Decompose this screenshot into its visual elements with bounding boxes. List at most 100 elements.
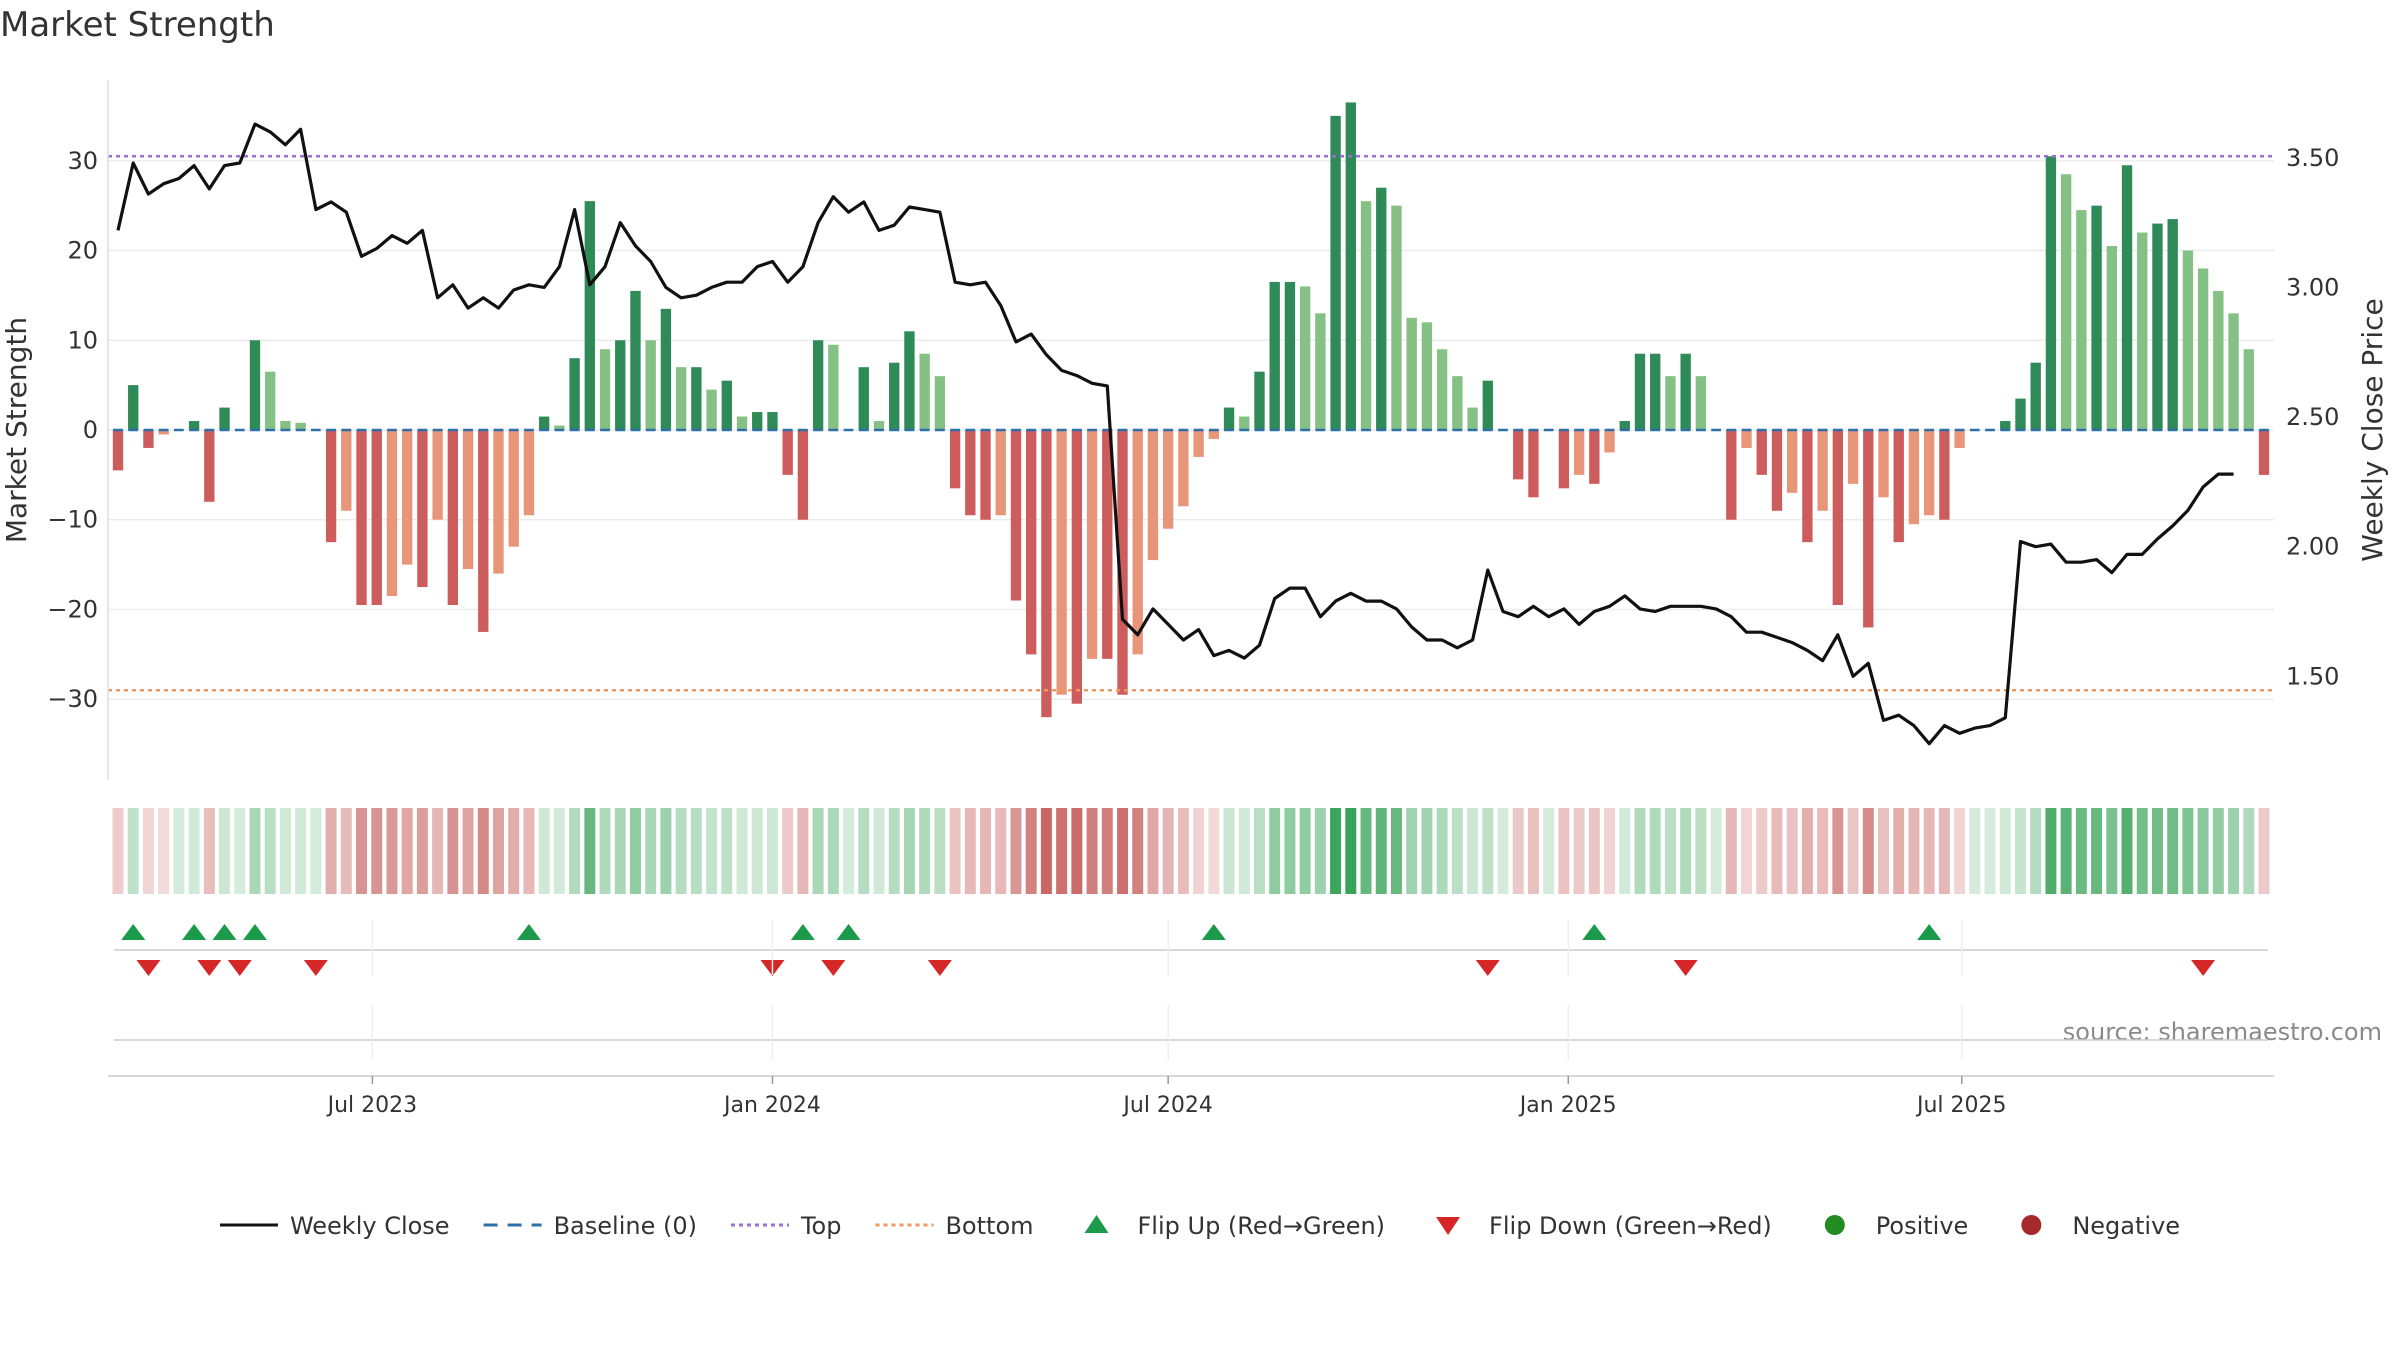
heat-cell bbox=[2212, 808, 2224, 894]
strength-bar bbox=[828, 344, 839, 430]
heat-cell bbox=[1634, 808, 1646, 894]
heat-cell bbox=[142, 808, 154, 894]
strength-bar bbox=[462, 430, 474, 570]
strength-bar bbox=[1847, 430, 1859, 484]
heat-cell bbox=[569, 808, 581, 894]
heat-cell bbox=[112, 808, 124, 894]
strength-bar bbox=[1223, 407, 1235, 430]
strength-bar bbox=[691, 367, 702, 430]
heat-cell bbox=[1497, 808, 1509, 894]
strength-bar bbox=[1360, 201, 1372, 430]
heat-cell bbox=[1741, 808, 1753, 894]
strength-bar bbox=[2197, 268, 2209, 430]
y-tick-label-left: −20 bbox=[47, 595, 98, 623]
strength-bar bbox=[1680, 353, 1691, 430]
heat-cell bbox=[249, 808, 261, 894]
strength-bar bbox=[599, 349, 611, 430]
legend-item: Positive bbox=[1824, 1212, 1969, 1240]
heat-cell bbox=[949, 808, 961, 894]
flip-up-marker bbox=[836, 924, 861, 940]
heat-cell bbox=[371, 808, 383, 894]
strength-bar bbox=[1345, 102, 1356, 430]
strength-bar bbox=[1650, 353, 1661, 430]
legend-label: Flip Up (Red→Green) bbox=[1138, 1212, 1386, 1240]
strength-bar bbox=[432, 430, 443, 520]
heat-cell bbox=[1984, 808, 1996, 894]
strength-bar bbox=[2258, 430, 2270, 475]
legend-item: Weekly Close bbox=[219, 1212, 450, 1240]
strength-bar bbox=[1147, 430, 1159, 561]
heat-cell bbox=[1056, 808, 1068, 894]
strength-bar bbox=[356, 430, 367, 605]
strength-bar bbox=[2228, 313, 2239, 430]
strength-bar bbox=[615, 340, 626, 430]
strength-bar bbox=[1086, 430, 1098, 659]
heat-cell bbox=[279, 808, 291, 894]
axes: 30 20 10 0 −10 −20 −30 3.50 3.00 2.50 2.00 1.50 bbox=[47, 80, 2339, 780]
strength-bar bbox=[1208, 430, 1220, 439]
reference-lines bbox=[108, 155, 2274, 692]
legend-label: Top bbox=[800, 1212, 842, 1240]
heat-cell bbox=[721, 808, 733, 894]
y-tick-label-left: 30 bbox=[67, 147, 98, 175]
heat-cell bbox=[477, 808, 489, 894]
strength-bar bbox=[1026, 430, 1037, 655]
heat-cell bbox=[1390, 808, 1402, 894]
strength-bar bbox=[1269, 281, 1280, 430]
heat-cell bbox=[188, 808, 200, 894]
heat-cell bbox=[1345, 808, 1357, 894]
heat-cell bbox=[2045, 808, 2057, 894]
strength-bar bbox=[1299, 286, 1311, 430]
heat-cell bbox=[493, 808, 504, 894]
strength-bar bbox=[1787, 430, 1798, 493]
strength-bar bbox=[980, 430, 991, 520]
heat-cell bbox=[1132, 808, 1144, 894]
heat-cell bbox=[1862, 808, 1874, 894]
heat-cell bbox=[1238, 808, 1250, 894]
legend-item: Top bbox=[730, 1212, 842, 1240]
heat-cell bbox=[219, 808, 231, 894]
strength-bar bbox=[1315, 313, 1326, 430]
heat-cell bbox=[1801, 808, 1813, 894]
heat-cell bbox=[1101, 808, 1113, 894]
strength-bar bbox=[1117, 430, 1128, 695]
strength-bar bbox=[280, 421, 291, 430]
strength-bar bbox=[706, 389, 717, 430]
heat-cell bbox=[1071, 808, 1083, 894]
strength-bar bbox=[128, 385, 139, 430]
heat-cell bbox=[1177, 808, 1189, 894]
legend-label: Positive bbox=[1876, 1212, 1969, 1240]
legend-item: Flip Up (Red→Green) bbox=[1084, 1212, 1386, 1240]
heat-cell bbox=[1360, 808, 1372, 894]
strength-bar bbox=[2045, 156, 2057, 431]
heat-cell bbox=[462, 808, 474, 894]
heat-cell bbox=[614, 808, 626, 894]
heat-cell bbox=[508, 808, 520, 894]
strength-bar bbox=[1178, 430, 1189, 507]
strength-bar bbox=[569, 358, 580, 430]
legend-marker bbox=[1824, 1215, 1845, 1235]
strength-bar bbox=[371, 430, 382, 605]
strength-bar bbox=[1923, 430, 1935, 516]
strength-bar bbox=[2243, 349, 2254, 430]
heat-cell bbox=[1436, 808, 1448, 894]
heat-cell bbox=[1467, 808, 1479, 894]
heat-cell bbox=[1117, 808, 1128, 894]
heat-cell bbox=[2030, 808, 2042, 894]
strength-bar bbox=[919, 353, 930, 430]
heat-cell bbox=[1162, 808, 1174, 894]
heat-cell bbox=[401, 808, 413, 894]
heat-cell bbox=[1010, 808, 1022, 894]
strength-bar bbox=[1330, 115, 1341, 431]
x-tick-label: Jan 2025 bbox=[1518, 1093, 1617, 1118]
heat-cell bbox=[645, 808, 657, 894]
strength-bar bbox=[2137, 232, 2148, 430]
heat-cell bbox=[2121, 808, 2133, 894]
strength-bar bbox=[1634, 353, 1646, 430]
y-tick-label-left: 10 bbox=[67, 326, 98, 354]
strength-bar bbox=[158, 430, 169, 435]
legend-item: Negative bbox=[2021, 1212, 2180, 1240]
weekly-close-line bbox=[116, 122, 2234, 746]
heat-cell bbox=[827, 808, 839, 894]
heat-cell bbox=[782, 808, 794, 894]
